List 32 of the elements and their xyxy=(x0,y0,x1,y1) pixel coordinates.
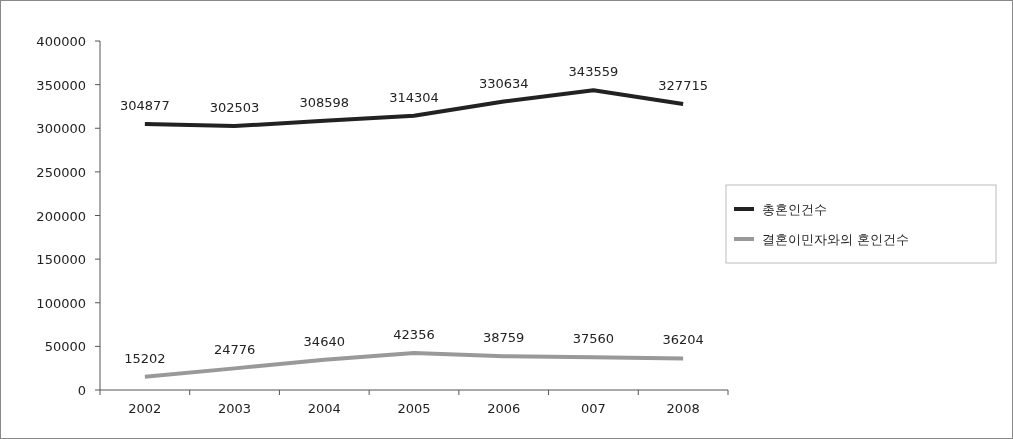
legend-label: 총혼인건수 xyxy=(762,202,827,217)
x-tick-label: 2002 xyxy=(128,401,162,416)
data-label: 15202 xyxy=(124,350,166,366)
y-tick-label: 200000 xyxy=(36,208,86,224)
data-label: 37560 xyxy=(572,331,615,347)
data-label: 42356 xyxy=(393,327,435,343)
data-label: 36204 xyxy=(662,332,704,348)
x-tick-label: 2006 xyxy=(487,401,521,416)
x-tick-label: 2005 xyxy=(397,401,431,416)
x-tick-label: 2004 xyxy=(307,401,341,416)
data-label: 308598 xyxy=(299,94,350,110)
legend-label: 결혼이민자와의 혼인건수 xyxy=(762,232,910,247)
y-tick-label: 350000 xyxy=(36,77,86,93)
x-tick-label: 2008 xyxy=(666,401,700,416)
data-label: 330634 xyxy=(478,75,529,91)
data-label: 304877 xyxy=(120,97,170,113)
data-label: 24776 xyxy=(213,342,256,358)
x-tick-label: 2003 xyxy=(218,401,252,416)
data-label: 302503 xyxy=(209,100,260,116)
data-label: 327715 xyxy=(658,78,708,94)
y-tick-label: 50000 xyxy=(44,339,86,355)
y-tick-label: 150000 xyxy=(36,252,86,268)
data-label: 38759 xyxy=(483,330,525,346)
y-tick-label: 300000 xyxy=(36,121,86,137)
y-tick-label: 0 xyxy=(77,383,86,398)
data-label: 34640 xyxy=(303,333,345,349)
data-label: 314304 xyxy=(389,89,439,105)
x-tick-label: 007 xyxy=(581,401,606,416)
y-tick-label: 400000 xyxy=(36,34,86,49)
y-tick-label: 250000 xyxy=(36,164,86,180)
y-tick-label: 100000 xyxy=(36,295,86,311)
data-label: 343559 xyxy=(568,64,619,80)
